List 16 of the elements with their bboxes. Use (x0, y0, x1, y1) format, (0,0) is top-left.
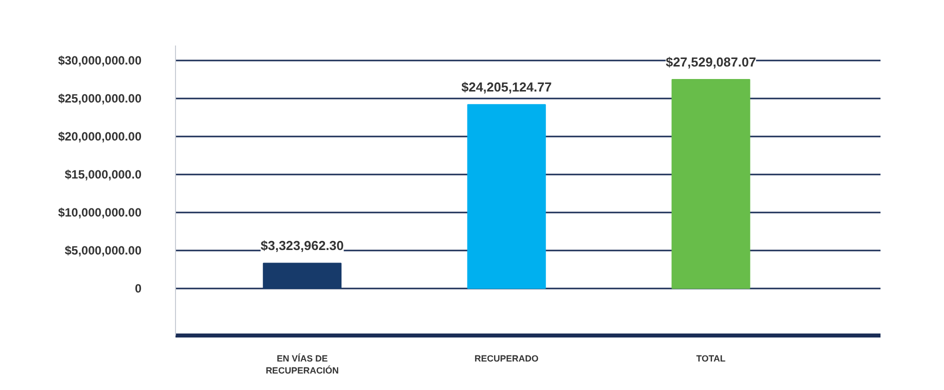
data-label: $24,205,124.77 (461, 80, 552, 95)
y-tick-label: $5,000,000.00 (64, 243, 142, 258)
bar (672, 78, 750, 289)
data-label: $3,323,962.30 (260, 238, 344, 254)
y-tick-label: $30,000,000.00 (58, 54, 142, 68)
y-tick-label: $20,000,000.00 (58, 130, 142, 144)
y-tick-label: 0 (134, 281, 142, 296)
bar (262, 262, 342, 289)
bar (467, 104, 546, 289)
data-label: $27,529,087.07 (666, 54, 756, 70)
x-tick-label: TOTAL (696, 354, 726, 364)
y-tick-label: $25,000,000.00 (58, 92, 142, 106)
x-tick-label: EN VÍAS DE RECUPERACIÓN (266, 354, 339, 376)
x-tick-label: RECUPERADO (474, 354, 539, 364)
y-tick-label: $10,000,000.00 (58, 206, 142, 220)
y-tick-label: $15,000,000.0 (64, 168, 142, 182)
